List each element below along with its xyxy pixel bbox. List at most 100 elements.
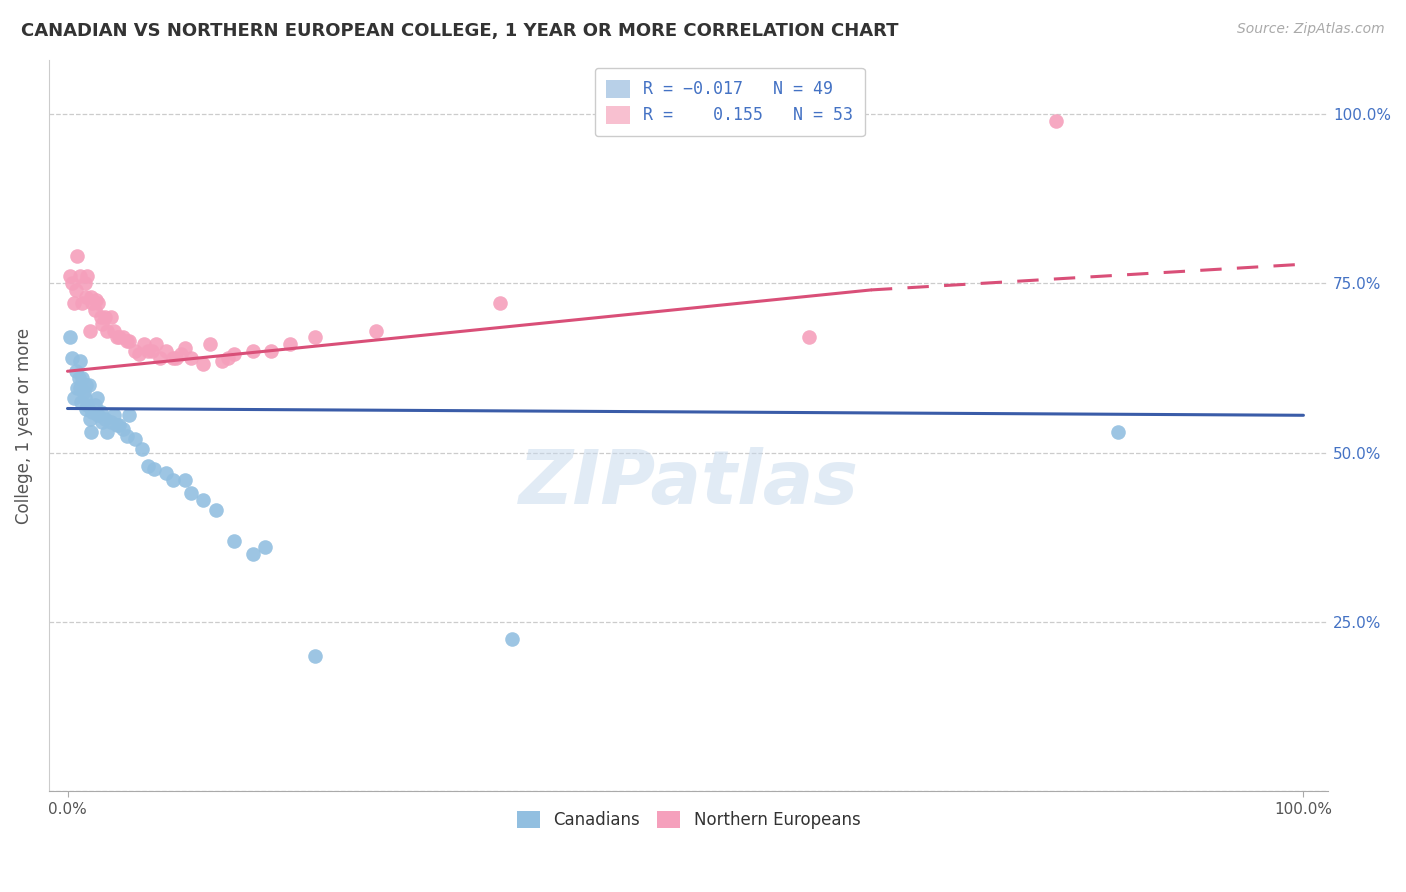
Point <box>77 377 100 392</box>
Point <box>105 418 128 433</box>
Point <box>90 405 112 419</box>
Point <box>91 415 114 429</box>
Point <box>145 337 167 351</box>
Point <box>62 276 84 290</box>
Point <box>67 371 90 385</box>
Point <box>501 632 523 646</box>
Point <box>100 310 122 324</box>
Point <box>136 343 159 358</box>
Point <box>131 442 153 457</box>
Point <box>162 473 184 487</box>
Point <box>83 398 105 412</box>
Point <box>100 415 122 429</box>
Point <box>87 296 110 310</box>
Point <box>79 324 101 338</box>
Point <box>118 334 141 348</box>
Point <box>91 317 114 331</box>
Legend: Canadians, Northern Europeans: Canadians, Northern Europeans <box>510 804 868 836</box>
Point <box>83 303 105 318</box>
Point <box>180 351 202 365</box>
Point <box>211 354 233 368</box>
Point <box>304 648 326 663</box>
Point <box>75 377 97 392</box>
Point <box>141 343 163 358</box>
Point <box>118 409 141 423</box>
Point <box>224 347 246 361</box>
Point <box>62 392 84 406</box>
Point <box>59 330 82 344</box>
Point <box>797 330 820 344</box>
Point <box>124 432 146 446</box>
Point <box>162 351 184 365</box>
Point <box>198 337 221 351</box>
Point <box>65 364 87 378</box>
Point <box>115 428 138 442</box>
Point <box>155 466 177 480</box>
Point <box>66 249 89 263</box>
Point <box>80 425 103 440</box>
Point <box>75 401 97 416</box>
Point <box>59 269 82 284</box>
Point <box>62 296 84 310</box>
Point <box>254 541 277 555</box>
Point <box>93 411 115 425</box>
Point <box>108 330 131 344</box>
Point <box>80 290 103 304</box>
Point <box>366 324 388 338</box>
Point <box>1107 425 1129 440</box>
Point <box>193 358 215 372</box>
Text: ZIPatlas: ZIPatlas <box>519 448 859 520</box>
Point <box>124 343 146 358</box>
Point <box>87 409 110 423</box>
Point <box>76 269 98 284</box>
Point <box>174 341 197 355</box>
Point <box>76 398 98 412</box>
Point <box>304 330 326 344</box>
Point <box>82 296 104 310</box>
Point <box>108 418 131 433</box>
Point <box>73 276 96 290</box>
Point <box>193 492 215 507</box>
Text: CANADIAN VS NORTHERN EUROPEAN COLLEGE, 1 YEAR OR MORE CORRELATION CHART: CANADIAN VS NORTHERN EUROPEAN COLLEGE, 1… <box>21 22 898 40</box>
Point <box>69 381 91 395</box>
Point <box>242 343 264 358</box>
Point <box>93 310 115 324</box>
Point <box>72 371 94 385</box>
Point <box>72 384 94 399</box>
Text: Source: ZipAtlas.com: Source: ZipAtlas.com <box>1237 22 1385 37</box>
Point <box>75 290 97 304</box>
Point <box>112 330 135 344</box>
Point <box>134 337 156 351</box>
Point <box>69 354 91 368</box>
Point <box>69 269 91 284</box>
Point <box>180 486 202 500</box>
Point <box>79 411 101 425</box>
Point <box>260 343 283 358</box>
Point <box>1045 113 1067 128</box>
Point <box>73 392 96 406</box>
Point <box>204 503 226 517</box>
Point <box>165 351 187 365</box>
Point <box>84 293 107 307</box>
Point <box>136 459 159 474</box>
Point <box>66 381 89 395</box>
Point <box>278 337 301 351</box>
Point <box>112 422 135 436</box>
Point <box>103 324 125 338</box>
Point <box>96 425 118 440</box>
Point <box>72 296 94 310</box>
Point <box>86 392 108 406</box>
Y-axis label: College, 1 year or more: College, 1 year or more <box>15 327 32 524</box>
Point <box>65 283 87 297</box>
Point <box>155 343 177 358</box>
Point <box>489 296 512 310</box>
Point <box>115 334 138 348</box>
Point <box>174 473 197 487</box>
Point <box>242 547 264 561</box>
Point <box>217 351 239 365</box>
Point <box>62 351 84 365</box>
Point <box>170 347 193 361</box>
Point <box>128 347 150 361</box>
Point <box>224 533 246 548</box>
Point <box>103 409 125 423</box>
